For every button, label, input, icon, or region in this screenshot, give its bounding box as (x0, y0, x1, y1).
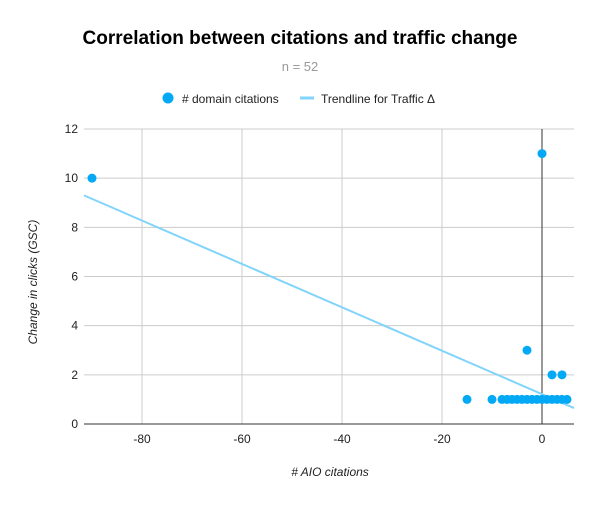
y-axis-label: Change in clicks (GSC) (26, 220, 40, 345)
x-axis-label: # AIO citations (291, 465, 369, 479)
x-tick-label: 0 (539, 432, 546, 446)
y-tick-label: 8 (71, 220, 78, 234)
data-point (547, 370, 557, 380)
chart-subtitle: n = 52 (282, 59, 319, 74)
x-tick-label: -40 (333, 432, 351, 446)
y-tick-label: 2 (71, 368, 78, 382)
x-tick-label: -80 (133, 432, 151, 446)
legend-label-trendline: Trendline for Traffic Δ (321, 92, 435, 106)
data-point (87, 173, 97, 183)
data-point (487, 394, 497, 404)
legend-marker-citations (162, 92, 174, 104)
trendline (83, 194, 575, 409)
chart-title: Correlation between citations and traffi… (83, 28, 518, 49)
y-tick-label: 12 (65, 122, 79, 136)
y-tick-label: 0 (71, 417, 78, 431)
data-point (537, 149, 547, 159)
y-tick-label: 4 (71, 319, 78, 333)
data-point (557, 370, 567, 380)
y-tick-label: 6 (71, 270, 78, 284)
legend-label-citations: # domain citations (182, 92, 279, 106)
x-tick-label: -20 (433, 432, 451, 446)
y-tick-label: 10 (65, 171, 79, 185)
x-tick-label: -60 (233, 432, 251, 446)
data-point (462, 394, 472, 404)
data-point (562, 394, 572, 404)
data-point (522, 345, 532, 355)
